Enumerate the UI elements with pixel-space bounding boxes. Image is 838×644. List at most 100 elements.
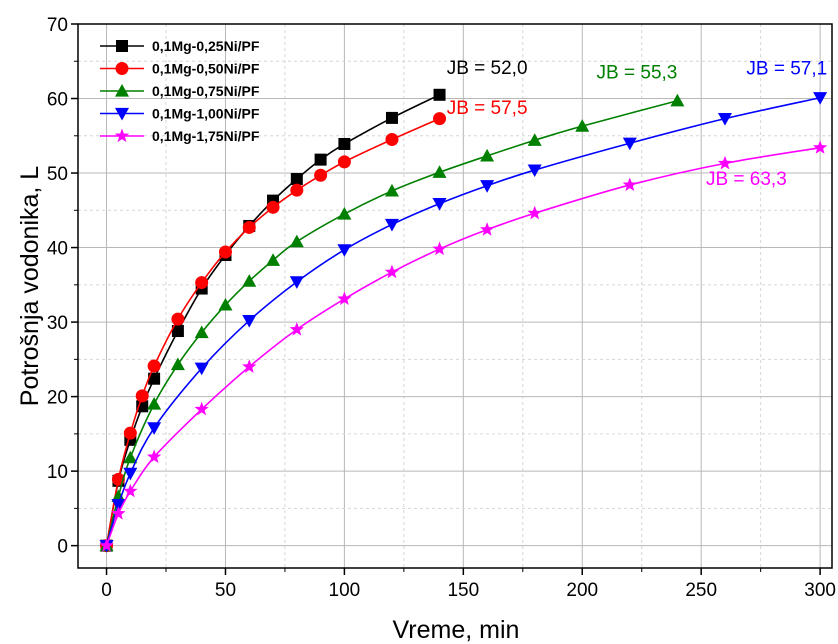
data-point [242, 359, 257, 373]
annotation-label: JB = 57,1 [746, 59, 827, 80]
annotations: JB = 52,0 JB = 57,5 JB = 55,3 JB = 57,1 JB =… [447, 58, 828, 190]
x-tick-label: 50 [215, 580, 236, 601]
x-tick-label: 100 [329, 580, 361, 601]
data-point [135, 389, 149, 403]
data-point [148, 372, 161, 385]
y-tick-label: 40 [47, 239, 68, 260]
x-tick-label: 0 [101, 580, 112, 601]
data-point [337, 291, 352, 306]
data-point [384, 264, 400, 279]
data-point [289, 322, 304, 336]
series-3 [99, 93, 685, 552]
y-tick-label: 70 [47, 15, 68, 36]
data-point [384, 183, 399, 197]
data-point [171, 312, 185, 326]
data-point [337, 244, 352, 257]
data-point [432, 241, 447, 256]
x-tick-label: 200 [566, 580, 598, 601]
data-point [147, 422, 162, 435]
data-point [480, 148, 495, 162]
y-axis-title: Potrošnja vodonika, L [16, 166, 44, 407]
series-1 [100, 88, 446, 552]
y-tick-label: 30 [47, 313, 68, 334]
legend-marker [115, 84, 129, 97]
legend: 0,1Mg-0,25Ni/PF 0,1Mg-0,50Ni/PF 0,1Mg-0,75… [100, 38, 260, 144]
data-point [527, 164, 542, 178]
plot-frame [77, 23, 833, 569]
data-point [111, 489, 126, 503]
data-point [314, 153, 327, 166]
legend-label: 0,1Mg-0,50Ni/PF [152, 61, 260, 77]
data-point [111, 506, 126, 520]
data-point [289, 234, 304, 248]
data-point [146, 449, 162, 464]
legend-marker [116, 40, 128, 52]
legend-item: 0,1Mg-1,00Ni/PF [100, 106, 260, 122]
annotation-label: JB = 52,0 [447, 58, 528, 79]
annotation-label: JB = 57,5 [447, 98, 528, 119]
data-point [242, 274, 257, 287]
data-point [432, 197, 447, 211]
y-tick-label: 50 [47, 164, 68, 185]
data-point [337, 155, 351, 169]
x-tick-label: 250 [685, 580, 717, 601]
axes: 0 50 100 150 200 250 300 0 10 20 30 40 50 60 70 [47, 15, 836, 601]
data-point [480, 180, 495, 193]
data-point [242, 220, 256, 234]
data-point [384, 218, 399, 232]
data-point [147, 359, 161, 373]
data-point [717, 113, 732, 126]
data-point [218, 297, 233, 311]
data-point [289, 276, 304, 289]
data-point [622, 177, 637, 192]
data-point [337, 207, 352, 220]
legend-label: 0,1Mg-1,00Ni/PF [152, 106, 260, 122]
legend-marker [115, 62, 129, 75]
legend-marker [114, 128, 130, 143]
data-point [218, 245, 232, 259]
data-point [290, 183, 304, 197]
data-point [527, 133, 542, 146]
annotation-label: JB = 63,3 [706, 169, 787, 190]
series-4 [99, 92, 828, 553]
x-tick-label: 150 [447, 580, 479, 601]
data-point [123, 483, 138, 498]
data-point [479, 222, 495, 236]
data-point [338, 137, 351, 150]
data-point [170, 357, 185, 371]
legend-label: 0,1Mg-0,75Ni/PF [152, 83, 260, 99]
data-point [812, 140, 828, 154]
legend-marker [115, 107, 129, 121]
data-point [242, 314, 257, 328]
series-line [105, 94, 440, 546]
data-point [195, 276, 209, 290]
series-2 [100, 112, 447, 553]
series-line [105, 99, 678, 546]
data-point [575, 119, 590, 132]
data-point [527, 205, 542, 220]
data-point [314, 168, 328, 182]
y-tick-label: 60 [47, 90, 68, 111]
data-point [194, 325, 209, 339]
series-5 [99, 140, 828, 552]
annotation-label: JB = 55,3 [597, 62, 678, 83]
series-line [105, 117, 440, 546]
data-point [290, 173, 303, 186]
data-point [123, 467, 138, 481]
legend-label: 0,1Mg-0,25Ni/PF [152, 38, 260, 54]
legend-item: 0,1Mg-0,25Ni/PF [100, 38, 260, 54]
data-point [433, 88, 446, 101]
data-point [432, 165, 447, 178]
legend-item: 0,1Mg-0,50Ni/PF [100, 61, 260, 77]
data-point [99, 538, 114, 552]
data-point [670, 93, 685, 107]
data-point [111, 499, 126, 512]
data-point [194, 362, 209, 376]
data-point [385, 111, 398, 124]
series-layer [99, 88, 828, 553]
data-point [433, 112, 447, 126]
data-point [266, 253, 281, 266]
data-point [622, 137, 637, 151]
